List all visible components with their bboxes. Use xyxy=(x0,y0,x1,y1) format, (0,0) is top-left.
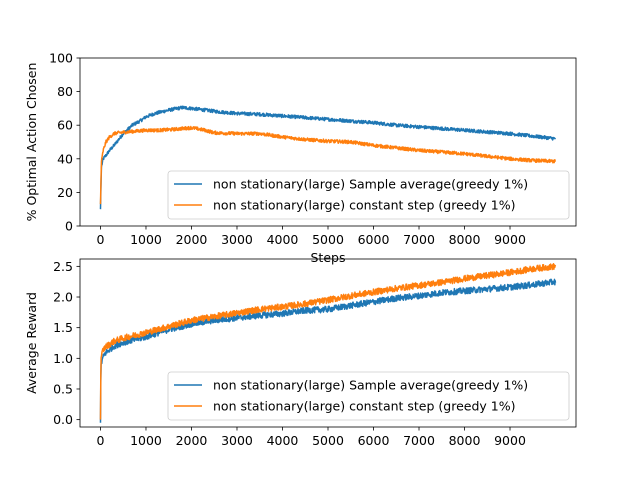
y-tick-label: 1.0 xyxy=(53,351,73,366)
x-tick-label: 7000 xyxy=(403,232,435,247)
x-tick-label: 5000 xyxy=(312,232,344,247)
x-tick-label: 3000 xyxy=(221,232,253,247)
y-tick-label: 80 xyxy=(57,84,73,99)
x-tick-label: 0 xyxy=(97,433,105,448)
series-line-2 xyxy=(99,125,556,205)
y-tick-label: 20 xyxy=(57,185,73,200)
plot-panel-2: 0 1000 2000 3000 4000 5000 6000 7000 8000 9000 0.0… xyxy=(24,258,577,448)
series-line-1 xyxy=(99,278,557,423)
legend-label-1: non stationary(large) Sample average(gre… xyxy=(213,378,528,393)
x-tick-label: 1000 xyxy=(130,433,162,448)
y-tick-label: 2.5 xyxy=(53,259,73,274)
x-tick-label: 7000 xyxy=(403,433,435,448)
y-axis-label: Average Reward xyxy=(24,292,39,394)
legend-label-2: non stationary(large) constant step (gre… xyxy=(213,198,515,213)
x-tick-label: 3000 xyxy=(221,433,253,448)
x-tick-label: 4000 xyxy=(267,232,299,247)
y-tick-label: 1.5 xyxy=(53,320,73,335)
x-tick-label: 8000 xyxy=(449,433,481,448)
x-tick-label: 1000 xyxy=(130,232,162,247)
x-tick-label: 6000 xyxy=(358,232,390,247)
y-tick-label: 0.0 xyxy=(53,412,73,427)
x-tick-label: 9000 xyxy=(494,433,526,448)
y-axis-label: % Optimal Action Chosen xyxy=(24,63,39,222)
x-tick-label: 2000 xyxy=(176,232,208,247)
legend-box xyxy=(167,371,570,421)
y-tick-label: 0.5 xyxy=(53,381,73,396)
y-tick-label: 40 xyxy=(57,151,73,166)
y-tick-label: 60 xyxy=(57,118,73,133)
legend: non stationary(large) Sample average(gre… xyxy=(167,170,570,220)
x-tick-label: 9000 xyxy=(494,232,526,247)
y-tick-label: 2.0 xyxy=(53,290,73,305)
x-tick-label: 8000 xyxy=(449,232,481,247)
series-line-2 xyxy=(99,263,557,420)
legend-label-1: non stationary(large) Sample average(gre… xyxy=(213,177,528,192)
x-tick-label: 4000 xyxy=(267,433,299,448)
legend-label-2: non stationary(large) constant step (gre… xyxy=(213,399,515,414)
x-axis-label: Steps xyxy=(311,250,346,265)
y-tick-label: 0 xyxy=(65,219,73,234)
legend-box xyxy=(167,170,570,220)
x-tick-label: 6000 xyxy=(358,433,390,448)
y-tick-label: 100 xyxy=(49,51,73,66)
series-line-1 xyxy=(99,105,557,210)
x-tick-label: 5000 xyxy=(312,433,344,448)
plot-panel-1: 0 1000 2000 3000 4000 5000 6000 7000 8000 9000 0 20… xyxy=(24,51,577,265)
x-tick-label: 2000 xyxy=(176,433,208,448)
x-tick-label: 0 xyxy=(97,232,105,247)
legend: non stationary(large) Sample average(gre… xyxy=(167,371,570,421)
